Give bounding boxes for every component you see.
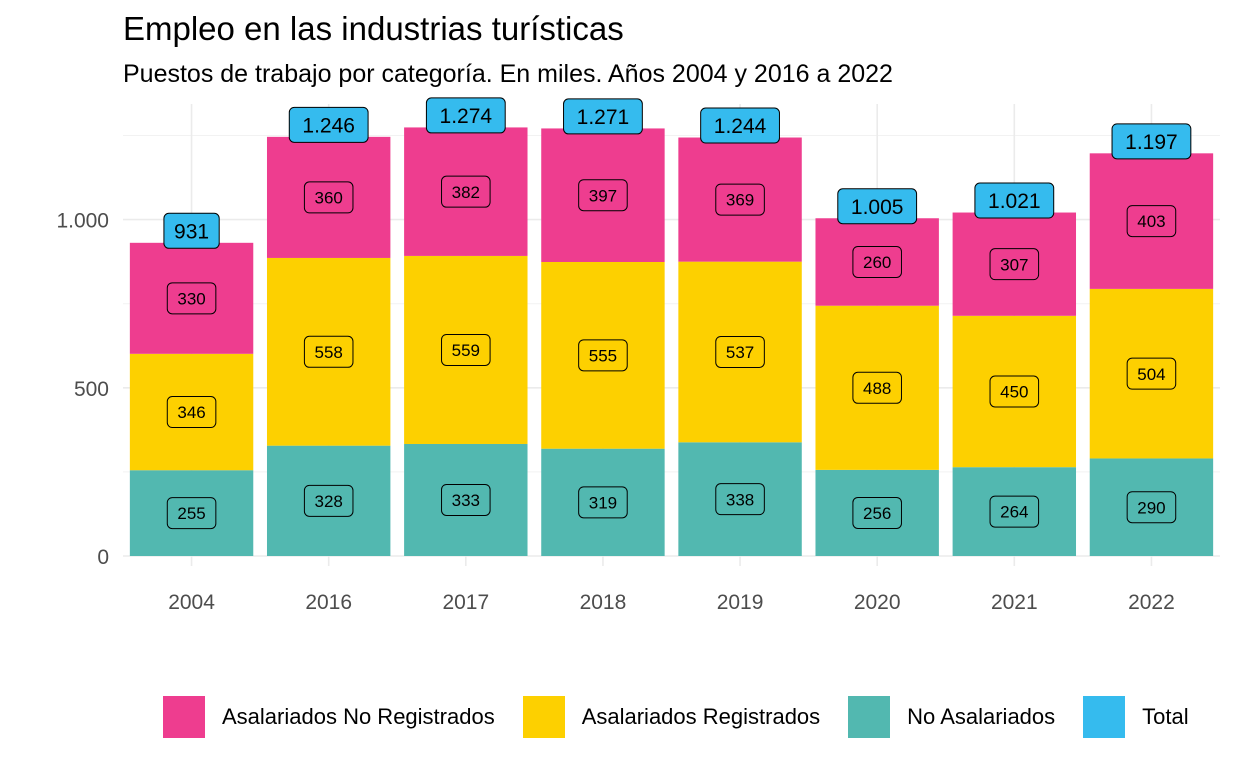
legend-swatch-no-asalariados [848, 696, 891, 738]
total-label-box [288, 106, 369, 143]
data-label: 330 [177, 289, 205, 308]
total-label: 1.271 [577, 106, 630, 129]
x-tick-label: 2017 [442, 591, 489, 614]
data-label-box [441, 483, 491, 516]
x-tick-label: 2021 [991, 591, 1038, 614]
data-label: 559 [452, 341, 480, 360]
total-label: 1.021 [988, 190, 1041, 213]
data-label-box [989, 375, 1040, 408]
data-label-box [989, 495, 1040, 528]
data-label: 555 [589, 346, 617, 365]
total-label-box [563, 98, 643, 135]
data-label-box [1126, 357, 1177, 390]
legend-item-total: Total [1083, 696, 1189, 738]
data-label-box [166, 497, 217, 530]
total-label-box [837, 188, 918, 225]
total-label: 1.246 [302, 114, 355, 137]
data-label: 382 [452, 183, 480, 202]
data-label: 260 [863, 253, 891, 272]
data-label: 504 [1137, 365, 1165, 384]
data-label-box [1126, 491, 1177, 524]
data-label: 403 [1137, 212, 1165, 231]
x-tick-label: 2018 [580, 591, 627, 614]
total-label-box [974, 182, 1055, 219]
total-label: 1.274 [440, 105, 493, 128]
data-label: 256 [863, 504, 891, 523]
data-label-box [852, 496, 902, 529]
data-label-box [441, 175, 491, 208]
data-label-box [166, 396, 217, 429]
y-tick-label: 1.000 [56, 210, 109, 233]
legend-label: Asalariados No Registrados [222, 704, 495, 729]
legend-label: No Asalariados [907, 704, 1056, 729]
data-label-box [303, 484, 354, 517]
data-label: 450 [1000, 383, 1028, 402]
x-tick-label: 2004 [168, 591, 215, 614]
data-label-box [715, 183, 765, 216]
data-label-box [303, 181, 354, 214]
data-label-box [578, 486, 628, 519]
data-label: 333 [452, 491, 480, 510]
legend-label: Total [1142, 704, 1189, 729]
total-label-box [425, 97, 506, 134]
x-tick-label: 2016 [305, 591, 352, 614]
data-label: 307 [1000, 255, 1028, 274]
total-label-box [163, 212, 220, 249]
legend-swatch-asalariados-registrados [522, 696, 565, 738]
data-label: 397 [589, 186, 617, 205]
chart-legend: Asalariados No Registrados Asalariados R… [163, 696, 1189, 738]
data-label: 328 [315, 492, 343, 511]
data-label: 319 [589, 493, 617, 512]
total-label-box [700, 107, 780, 144]
chart-title: Empleo en las industrias turísticas [123, 10, 624, 47]
data-label-box [1126, 205, 1177, 238]
data-label: 558 [315, 343, 343, 362]
chart-subtitle: Puestos de trabajo por categoría. En mil… [123, 60, 893, 88]
x-tick-label: 2022 [1128, 591, 1175, 614]
x-tick-label: 2019 [717, 591, 764, 614]
data-label: 360 [315, 189, 343, 208]
data-label-box [578, 179, 628, 212]
data-label: 338 [726, 490, 754, 509]
y-tick-label: 500 [74, 378, 109, 401]
data-label-box [578, 339, 628, 372]
x-tick-label: 2020 [854, 591, 901, 614]
data-label-box [303, 335, 354, 368]
legend-swatch-asalariados-no-registrados [163, 696, 205, 738]
total-label: 1.005 [851, 196, 904, 219]
data-label: 290 [1137, 498, 1165, 517]
y-tick-label: 0 [97, 546, 109, 569]
data-label-box [441, 333, 491, 366]
data-label: 537 [726, 343, 754, 362]
total-label-box [1111, 123, 1192, 160]
total-label: 1.197 [1125, 131, 1178, 154]
data-label-box [989, 248, 1040, 281]
legend-item-asalariados-no-registrados: Asalariados No Registrados [163, 696, 495, 738]
legend-label: Asalariados Registrados [581, 704, 821, 729]
data-label: 255 [177, 504, 205, 523]
legend-item-no-asalariados: No Asalariados [848, 696, 1055, 738]
total-label: 931 [174, 220, 209, 243]
data-label-box [166, 282, 217, 315]
chart-plot: 0 500 1.000 2004 2016 2017 2018 2019 2020 2021 202… [56, 97, 1220, 614]
data-label-box [715, 483, 765, 516]
data-label-box [852, 371, 902, 404]
data-label: 264 [1000, 503, 1028, 522]
legend-item-asalariados-registrados: Asalariados Registrados [522, 696, 821, 738]
data-label: 346 [177, 403, 205, 422]
data-label: 369 [726, 191, 754, 210]
data-label-box [852, 245, 902, 278]
data-label: 488 [863, 379, 891, 398]
legend-swatch-total [1083, 696, 1126, 738]
total-label: 1.244 [714, 115, 767, 138]
data-label-box [715, 335, 765, 368]
